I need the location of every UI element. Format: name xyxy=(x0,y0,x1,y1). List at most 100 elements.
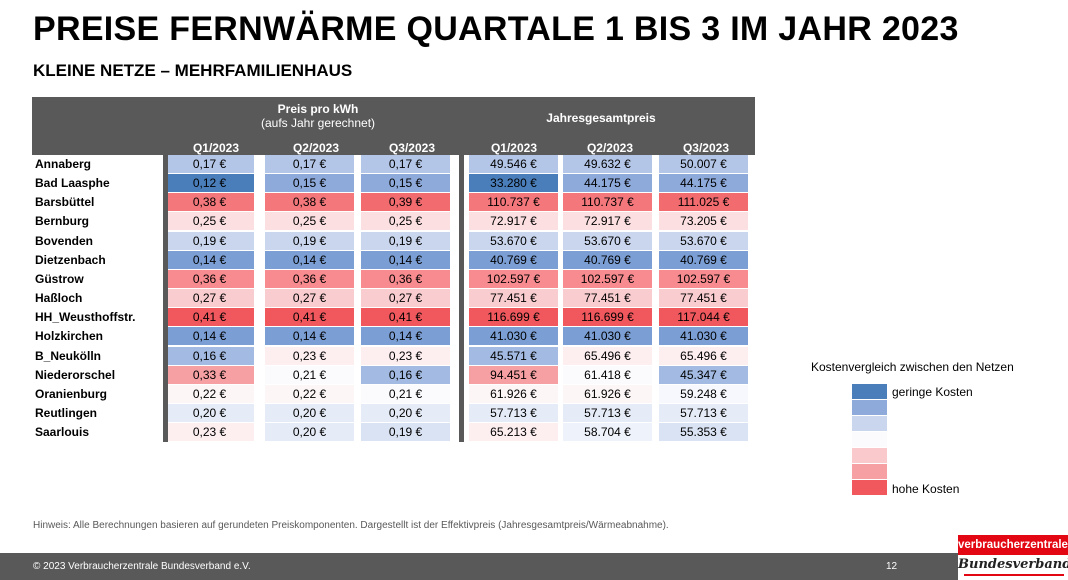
table-cell: 0,36 € xyxy=(361,269,450,288)
page-title: PREISE FERNWÄRME QUARTALE 1 BIS 3 IM JAH… xyxy=(33,10,959,48)
row-label: Dietzenbach xyxy=(35,252,106,267)
table-cell: 40.769 € xyxy=(563,250,652,269)
table-cell: 41.030 € xyxy=(659,327,748,346)
legend-high-label: hohe Kosten xyxy=(892,482,960,496)
table-cell: 110.737 € xyxy=(563,193,652,212)
table-row: Reutlingen 0,20 € 0,20 € 0,20 € 57.713 € 57.7… xyxy=(32,403,755,423)
table-cell: 0,27 € xyxy=(361,289,450,308)
table-cell: 0,38 € xyxy=(165,193,254,212)
table-cell: 0,14 € xyxy=(361,250,450,269)
table-cell: 0,17 € xyxy=(265,155,354,173)
column-header: Q2/2023 xyxy=(586,141,634,155)
table-cell: 0,41 € xyxy=(361,308,450,327)
table-cell: 41.030 € xyxy=(469,327,558,346)
row-label: Güstrow xyxy=(35,271,84,286)
table-cell: 0,14 € xyxy=(361,327,450,346)
table-cell: 44.175 € xyxy=(659,174,748,193)
copyright: © 2023 Verbraucherzentrale Bundesverband… xyxy=(33,561,251,572)
table-cell: 0,21 € xyxy=(265,365,354,384)
table-cell: 116.699 € xyxy=(469,308,558,327)
row-label: Saarlouis xyxy=(35,425,90,440)
table-row: Oranienburg 0,22 € 0,22 € 0,21 € 61.926 € 61.… xyxy=(32,384,755,404)
legend-swatch xyxy=(852,384,887,399)
row-label: Haßloch xyxy=(35,291,83,306)
table-cell: 72.917 € xyxy=(469,212,558,231)
table-cell: 116.699 € xyxy=(563,308,652,327)
column-header: Q3/2023 xyxy=(388,141,436,155)
table-cell: 102.597 € xyxy=(659,269,748,288)
table-cell: 0,21 € xyxy=(361,384,450,403)
legend-swatch xyxy=(852,416,887,431)
table-row: Bovenden 0,19 € 0,19 € 0,19 € 53.670 € 53.670… xyxy=(32,231,755,251)
table-cell: 53.670 € xyxy=(659,231,748,250)
table-cell: 0,19 € xyxy=(361,423,450,442)
page-subtitle: KLEINE NETZE – MEHRFAMILIENHAUS xyxy=(33,61,353,80)
group-header-annual-price: Jahresgesamtpreis xyxy=(546,111,656,125)
row-label: Niederorschel xyxy=(35,367,116,382)
table-cell: 0,19 € xyxy=(165,231,254,250)
legend-swatch xyxy=(852,432,887,447)
table-cell: 0,41 € xyxy=(265,308,354,327)
table-cell: 0,15 € xyxy=(265,174,354,193)
row-label: Barsbüttel xyxy=(35,195,95,210)
table-cell: 102.597 € xyxy=(469,269,558,288)
table-cell: 55.353 € xyxy=(659,423,748,442)
table-cell: 0,25 € xyxy=(265,212,354,231)
table-cell: 77.451 € xyxy=(659,289,748,308)
row-label: Oranienburg xyxy=(35,386,108,401)
table-cell: 0,33 € xyxy=(165,365,254,384)
table-cell: 0,27 € xyxy=(165,289,254,308)
table-cell: 0,16 € xyxy=(165,346,254,365)
row-label: HH_Weusthoffstr. xyxy=(35,310,136,325)
table-cell: 59.248 € xyxy=(659,384,748,403)
legend-swatch xyxy=(852,464,887,479)
column-divider xyxy=(163,155,168,442)
table-cell: 0,38 € xyxy=(265,193,354,212)
table-cell: 102.597 € xyxy=(563,269,652,288)
legend-title: Kostenvergleich zwischen den Netzen xyxy=(811,360,1014,374)
row-label: Annaberg xyxy=(35,157,92,171)
table-cell: 0,22 € xyxy=(265,384,354,403)
table-cell: 40.769 € xyxy=(659,250,748,269)
table-cell: 117.044 € xyxy=(659,308,748,327)
table-cell: 0,19 € xyxy=(361,231,450,250)
table-cell: 77.451 € xyxy=(563,289,652,308)
column-header: Q1/2023 xyxy=(192,141,240,155)
table-cell: 65.496 € xyxy=(659,346,748,365)
table-cell: 0,20 € xyxy=(165,403,254,422)
group-header-price-kwh: Preis pro kWh (aufs Jahr gerechnet) xyxy=(239,102,397,130)
table-cell: 57.713 € xyxy=(563,403,652,422)
table-cell: 0,14 € xyxy=(165,327,254,346)
table-row: Dietzenbach 0,14 € 0,14 € 0,14 € 40.769 € 40.… xyxy=(32,250,755,270)
table-cell: 0,15 € xyxy=(361,174,450,193)
table-cell: 0,17 € xyxy=(361,155,450,173)
table-cell: 53.670 € xyxy=(563,231,652,250)
column-header: Q2/2023 xyxy=(292,141,340,155)
table-cell: 50.007 € xyxy=(659,155,748,173)
table-row: Niederorschel 0,33 € 0,21 € 0,16 € 94.451 € 6… xyxy=(32,365,755,385)
column-header: Q1/2023 xyxy=(490,141,538,155)
table-cell: 61.418 € xyxy=(563,365,652,384)
logo-line1: verbraucherzentrale xyxy=(958,535,1068,555)
legend-swatch xyxy=(852,400,887,415)
table-cell: 72.917 € xyxy=(563,212,652,231)
table-cell: 41.030 € xyxy=(563,327,652,346)
table-cell: 61.926 € xyxy=(563,384,652,403)
column-divider xyxy=(459,155,464,442)
table-row: HH_Weusthoffstr. 0,41 € 0,41 € 0,41 € 116.69… xyxy=(32,308,755,327)
footer-bar: © 2023 Verbraucherzentrale Bundesverband… xyxy=(0,553,1068,580)
table-cell: 65.496 € xyxy=(563,346,652,365)
table-cell: 0,23 € xyxy=(361,346,450,365)
table-row: B_Neukölln 0,16 € 0,23 € 0,23 € 45.571 € 65.4… xyxy=(32,346,755,366)
table-row: Annaberg 0,17 € 0,17 € 0,17 € 49.546 € 49.632… xyxy=(32,155,755,174)
table-cell: 40.769 € xyxy=(469,250,558,269)
table-header xyxy=(32,97,755,155)
logo-line2: Bundesverband xyxy=(958,557,1068,572)
table-cell: 0,22 € xyxy=(165,384,254,403)
table-cell: 0,20 € xyxy=(265,403,354,422)
footnote: Hinweis: Alle Berechnungen basieren auf … xyxy=(33,520,669,531)
page-number: 12 xyxy=(886,561,898,572)
table-row: Holzkirchen 0,14 € 0,14 € 0,14 € 41.030 € 41.… xyxy=(32,327,755,346)
table-row: Bernburg 0,25 € 0,25 € 0,25 € 72.917 € 72.917… xyxy=(32,212,755,231)
table-cell: 0,20 € xyxy=(265,423,354,442)
